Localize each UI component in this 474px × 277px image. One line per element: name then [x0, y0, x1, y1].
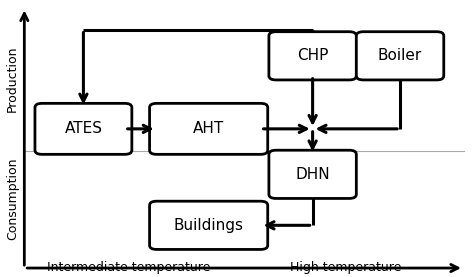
Text: CHP: CHP	[297, 48, 328, 63]
FancyBboxPatch shape	[150, 201, 268, 249]
Text: AHT: AHT	[193, 121, 224, 136]
FancyBboxPatch shape	[150, 103, 268, 154]
Text: High temperature: High temperature	[290, 261, 401, 274]
Text: DHN: DHN	[295, 167, 330, 182]
Text: Consumption: Consumption	[6, 157, 19, 240]
FancyBboxPatch shape	[356, 32, 444, 80]
Text: Buildings: Buildings	[173, 218, 244, 233]
FancyBboxPatch shape	[35, 103, 132, 154]
Text: Production: Production	[6, 46, 19, 112]
FancyBboxPatch shape	[269, 32, 356, 80]
Text: Intermediate temperature: Intermediate temperature	[46, 261, 210, 274]
FancyBboxPatch shape	[269, 150, 356, 198]
Text: Boiler: Boiler	[378, 48, 422, 63]
Text: ATES: ATES	[64, 121, 102, 136]
